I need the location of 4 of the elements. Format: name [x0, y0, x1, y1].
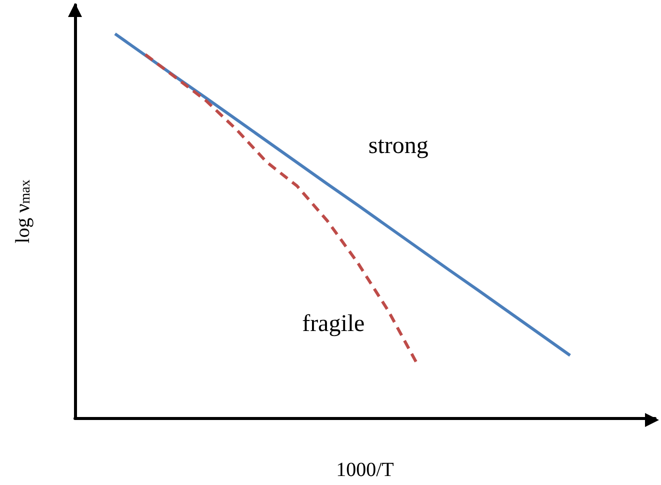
x-axis-title: 1000/T — [336, 459, 394, 481]
y-axis-title: log νmax — [12, 180, 34, 244]
series-label: fragile — [302, 311, 365, 338]
series-label: strong — [368, 133, 428, 160]
